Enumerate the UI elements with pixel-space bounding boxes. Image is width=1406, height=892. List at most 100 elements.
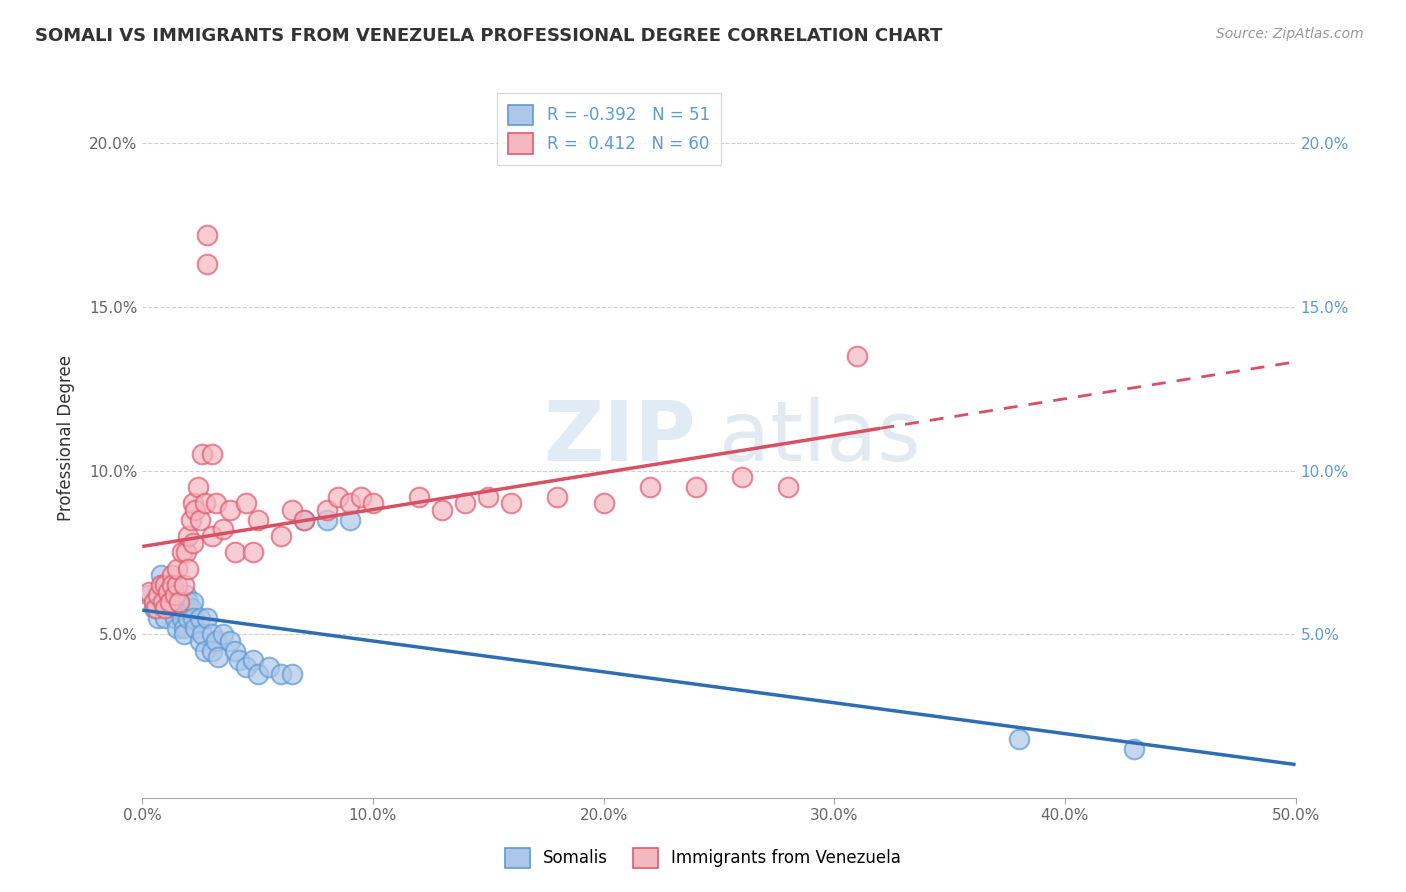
Point [235, 496, 257, 510]
Point [200, 529, 222, 543]
Point [162, 578, 184, 592]
Point [188, 633, 211, 648]
Point [155, 578, 177, 592]
Point [1008, 732, 1031, 747]
Point [138, 588, 160, 602]
Point [152, 578, 174, 592]
Point [350, 490, 373, 504]
Point [155, 594, 177, 608]
Point [205, 633, 228, 648]
Point [361, 496, 384, 510]
Point [145, 594, 167, 608]
Point [195, 257, 218, 271]
Point [170, 611, 193, 625]
Legend: Somalis, Immigrants from Venezuela: Somalis, Immigrants from Venezuela [498, 841, 908, 875]
Point [174, 588, 197, 602]
Point [177, 611, 200, 625]
Point [181, 496, 204, 510]
Point [163, 588, 186, 602]
Point [173, 621, 195, 635]
Point [224, 643, 246, 657]
Point [163, 611, 186, 625]
Text: atlas: atlas [718, 397, 921, 478]
Point [188, 513, 211, 527]
Point [149, 568, 172, 582]
Point [257, 660, 280, 674]
Point [180, 513, 202, 527]
Point [177, 594, 200, 608]
Point [181, 611, 204, 625]
Point [167, 594, 190, 608]
Point [187, 480, 209, 494]
Text: ZIP: ZIP [543, 397, 696, 478]
Point [846, 349, 869, 363]
Point [174, 545, 197, 559]
Point [315, 503, 337, 517]
Point [315, 513, 337, 527]
Point [592, 496, 614, 510]
Point [191, 447, 214, 461]
Point [148, 611, 170, 625]
Point [188, 611, 211, 625]
Point [142, 601, 165, 615]
Point [228, 653, 250, 667]
Point [281, 666, 304, 681]
Point [212, 523, 235, 537]
Point [142, 594, 165, 608]
Point [156, 584, 179, 599]
Point [181, 535, 204, 549]
Point [166, 578, 188, 592]
Point [166, 601, 188, 615]
Point [145, 601, 167, 615]
Point [235, 660, 257, 674]
Point [194, 496, 217, 510]
Point [638, 480, 661, 494]
Point [778, 480, 800, 494]
Point [454, 496, 477, 510]
Point [270, 666, 292, 681]
Point [173, 627, 195, 641]
Point [159, 601, 181, 615]
Point [477, 490, 499, 504]
Point [246, 666, 269, 681]
Point [408, 490, 430, 504]
Point [200, 447, 222, 461]
Point [224, 545, 246, 559]
Point [200, 627, 222, 641]
Point [162, 578, 184, 592]
Point [212, 627, 235, 641]
Point [156, 588, 179, 602]
Point [148, 588, 170, 602]
Point [180, 601, 202, 615]
Y-axis label: Professional Degree: Professional Degree [58, 355, 75, 521]
Point [501, 496, 523, 510]
Point [195, 611, 218, 625]
Point [149, 584, 172, 599]
Point [191, 627, 214, 641]
Point [167, 594, 190, 608]
Point [242, 545, 264, 559]
Point [219, 633, 242, 648]
Point [270, 529, 292, 543]
Point [170, 545, 193, 559]
Point [339, 496, 361, 510]
Point [242, 653, 264, 667]
Point [328, 490, 350, 504]
Text: SOMALI VS IMMIGRANTS FROM VENEZUELA PROFESSIONAL DEGREE CORRELATION CHART: SOMALI VS IMMIGRANTS FROM VENEZUELA PROF… [35, 27, 942, 45]
Point [184, 503, 207, 517]
Point [138, 584, 160, 599]
Point [194, 643, 217, 657]
Point [162, 568, 184, 582]
Point [292, 513, 315, 527]
Point [152, 594, 174, 608]
Point [731, 470, 754, 484]
Point [205, 496, 228, 510]
Point [159, 594, 181, 608]
Point [149, 578, 172, 592]
Point [155, 611, 177, 625]
Point [184, 621, 207, 635]
Legend: R = -0.392   N = 51, R =  0.412   N = 60: R = -0.392 N = 51, R = 0.412 N = 60 [496, 93, 721, 165]
Point [200, 643, 222, 657]
Point [246, 513, 269, 527]
Point [181, 594, 204, 608]
